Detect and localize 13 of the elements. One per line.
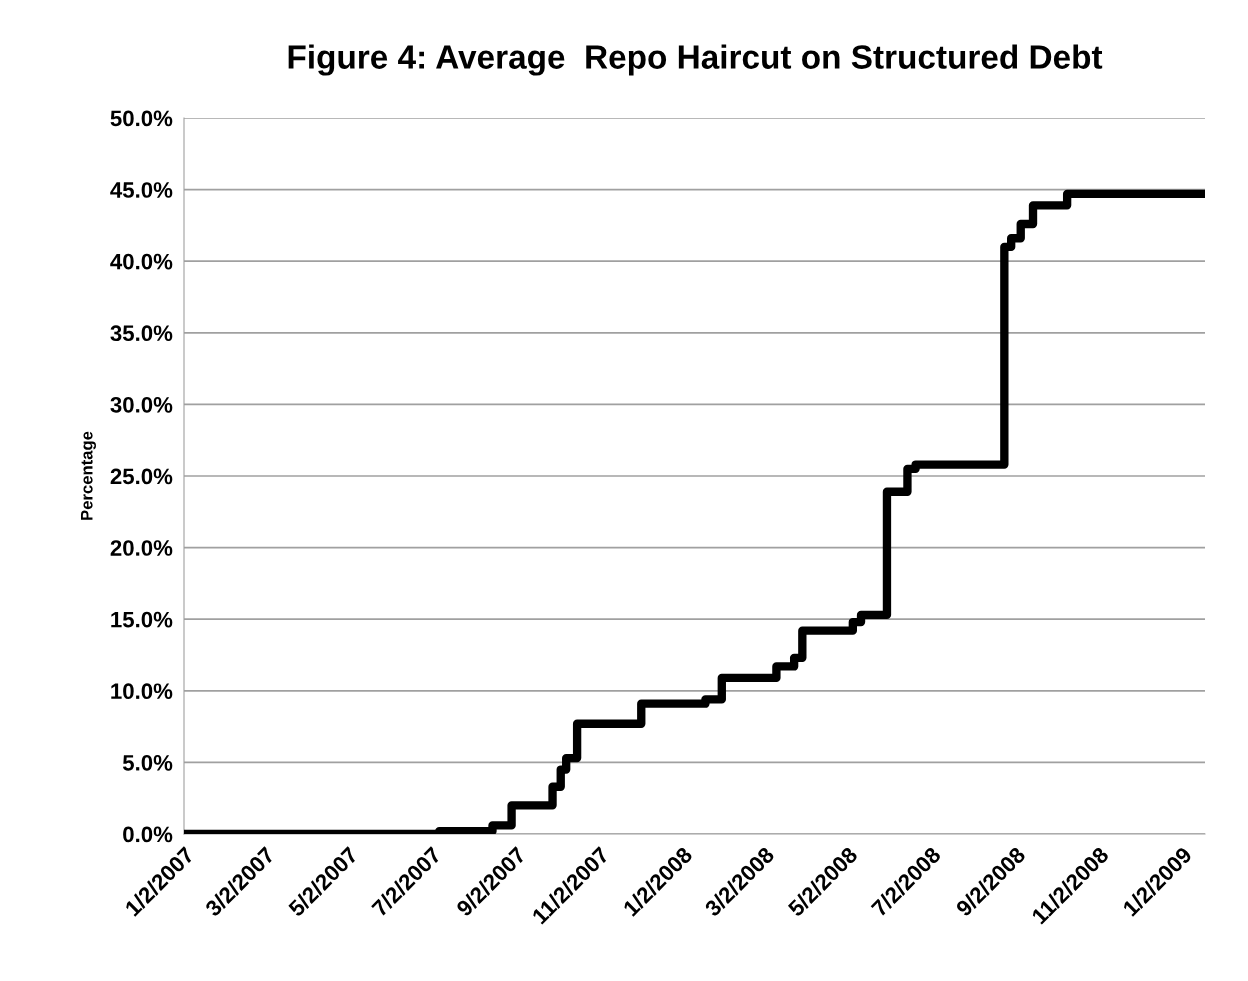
y-tick-label: 40.0% <box>110 253 173 270</box>
y-tick-label: 35.0% <box>110 325 173 342</box>
chart-title: Figure 4: Average Repo Haircut on Structured Debt <box>288 44 1103 76</box>
y-axis-title: Percentage <box>81 431 96 520</box>
y-tick-label: 25.0% <box>110 468 173 485</box>
y-tick-label: 15.0% <box>111 611 173 628</box>
y-tick-label: 20.0% <box>110 540 173 556</box>
y-tick-label: 0.0% <box>123 826 173 843</box>
y-tick-label: 10.0% <box>111 683 173 700</box>
y-tick-label: 45.0% <box>110 182 173 198</box>
y-tick-label: 5.0% <box>122 754 173 771</box>
y-tick-label: 50.0% <box>110 110 173 127</box>
y-tick-label: 30.0% <box>110 396 173 413</box>
